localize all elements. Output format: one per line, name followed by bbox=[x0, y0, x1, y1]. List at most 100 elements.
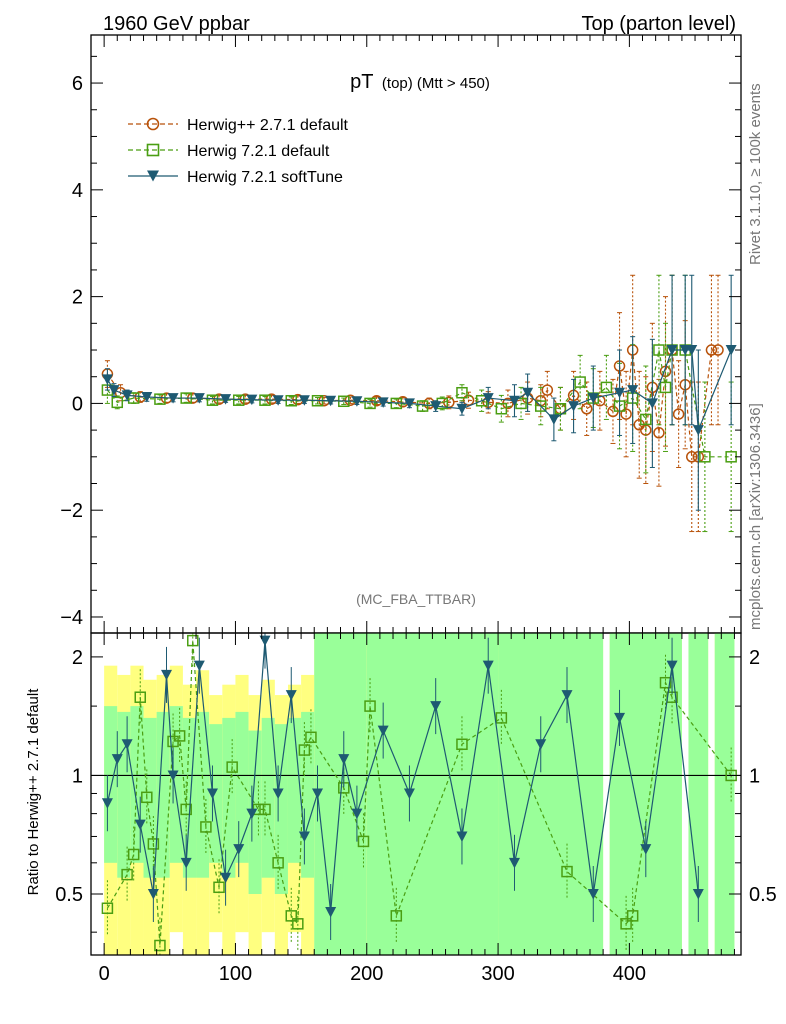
ratio-marker-triangle bbox=[121, 739, 133, 750]
main-marker-triangle bbox=[692, 425, 704, 436]
main-ytick-label: 0 bbox=[72, 393, 83, 415]
main-marker-triangle bbox=[193, 393, 205, 404]
ratio-marker-square bbox=[259, 803, 271, 816]
main-marker-square bbox=[534, 400, 547, 412]
main-marker-square bbox=[475, 394, 488, 407]
ratio-marker-square bbox=[213, 881, 225, 894]
ratio-marker-square bbox=[620, 918, 632, 930]
ratio-ytick-label-left: 1 bbox=[72, 765, 83, 787]
ratio-marker-square bbox=[200, 821, 212, 833]
main-marker-triangle bbox=[167, 393, 179, 404]
ratio-ytick-label-right: 2 bbox=[749, 647, 760, 669]
main-marker-triangle bbox=[587, 393, 599, 404]
ratio-marker-square bbox=[127, 848, 140, 861]
ratio-marker-triangle bbox=[325, 907, 337, 918]
ratio-marker-triangle bbox=[259, 635, 271, 647]
ratio-marker-triangle bbox=[193, 660, 205, 672]
main-plot-layer: −4 −2 0 2 4 6 bbox=[60, 34, 742, 634]
main-marker-square bbox=[640, 413, 652, 426]
ratio-marker-triangle bbox=[587, 888, 599, 900]
legend-label-herwig721: Herwig 7.2.1 default bbox=[187, 143, 330, 160]
ratio-marker-square bbox=[180, 803, 192, 816]
main-marker-triangle bbox=[482, 393, 494, 404]
ratio-marker-triangle bbox=[233, 844, 245, 855]
ratio-marker-triangle bbox=[312, 788, 324, 799]
band-inner bbox=[130, 706, 144, 863]
ratio-ytick-label-right: 0.5 bbox=[749, 884, 777, 906]
ratio-marker-triangle bbox=[403, 788, 415, 799]
main-marker-triangle bbox=[568, 401, 580, 412]
main-marker-square bbox=[364, 397, 376, 410]
ratio-marker-square bbox=[173, 730, 186, 742]
main-marker-square bbox=[699, 451, 711, 463]
ratio-marker-square bbox=[305, 731, 317, 744]
ratio-marker-square bbox=[272, 857, 284, 869]
main-marker-triangle bbox=[508, 395, 520, 407]
main-marker-triangle bbox=[646, 398, 658, 409]
ratio-marker-square bbox=[187, 634, 199, 647]
main-ytick-label: 2 bbox=[72, 287, 83, 309]
band-inner bbox=[169, 706, 183, 863]
main-marker-circle bbox=[686, 451, 698, 463]
ratio-marker-square bbox=[292, 918, 304, 930]
ratio-marker-square bbox=[121, 868, 133, 881]
ratio-marker-triangle bbox=[147, 888, 159, 900]
ratio-marker-triangle bbox=[180, 857, 192, 869]
main-marker-square bbox=[515, 397, 527, 410]
main-ytick-label: 6 bbox=[72, 73, 83, 95]
ratio-marker-square bbox=[141, 791, 153, 804]
main-marker-triangle bbox=[220, 394, 232, 405]
ratio-marker-triangle bbox=[338, 754, 350, 765]
ratio-marker-square bbox=[101, 902, 114, 915]
header-left-label: 1960 GeV ppbar bbox=[103, 13, 250, 35]
main-marker-circle bbox=[705, 344, 718, 356]
legend-label-softtune: Herwig 7.2.1 softTune bbox=[187, 169, 343, 186]
ratio-marker-triangle bbox=[614, 712, 626, 724]
xtick-label: 300 bbox=[481, 963, 514, 985]
ratio-marker-triangle bbox=[640, 844, 652, 855]
band-inner bbox=[104, 706, 118, 863]
main-marker-square bbox=[659, 381, 672, 394]
main-marker-square bbox=[127, 392, 140, 404]
ratio-marker-triangle bbox=[482, 660, 494, 672]
ratio-marker-triangle bbox=[561, 690, 573, 701]
ratio-marker-triangle bbox=[285, 690, 297, 701]
ratio-marker-square bbox=[285, 910, 298, 922]
band-inner bbox=[714, 633, 735, 955]
main-marker-circle bbox=[620, 408, 632, 420]
ratio-ytick-label-right: 1 bbox=[749, 765, 760, 787]
ratio-marker-square bbox=[134, 691, 146, 703]
ratio-marker-triangle bbox=[206, 788, 218, 799]
ratio-marker-triangle bbox=[298, 831, 310, 842]
band-inner bbox=[287, 717, 302, 863]
main-series-softtune bbox=[101, 274, 737, 511]
main-marker-circle bbox=[580, 403, 593, 415]
ratio-marker-triangle bbox=[111, 754, 123, 765]
ratio-marker-square bbox=[147, 838, 160, 850]
main-title-pt: pT bbox=[350, 71, 373, 93]
main-marker-triangle bbox=[108, 385, 120, 396]
main-marker-circle bbox=[541, 384, 554, 396]
ratio-marker-square bbox=[364, 700, 376, 712]
main-marker-triangle bbox=[666, 345, 678, 356]
legend-entry-herwigpp: Herwig++ 2.7.1 default bbox=[128, 117, 349, 134]
main-marker-triangle bbox=[522, 387, 534, 399]
ratio-series-softtune bbox=[101, 633, 704, 941]
ratio-marker-triangle bbox=[101, 798, 113, 809]
main-marker-triangle bbox=[121, 390, 133, 401]
main-ytick-label: −4 bbox=[60, 607, 83, 629]
ratio-marker-triangle bbox=[456, 831, 468, 842]
legend-label-herwigpp: Herwig++ 2.7.1 default bbox=[187, 117, 349, 134]
ratio-marker-triangle bbox=[134, 819, 146, 831]
ratio-series-line bbox=[106, 640, 699, 913]
main-marker-triangle bbox=[430, 401, 442, 412]
ratio-marker-triangle bbox=[535, 739, 547, 750]
ratio-marker-triangle bbox=[161, 669, 173, 681]
main-ytick-label: −2 bbox=[60, 500, 83, 522]
mcplots-label: mcplots.cern.ch [arXiv:1306.3436] bbox=[747, 403, 764, 630]
ratio-marker-square bbox=[298, 744, 311, 756]
main-marker-triangle bbox=[614, 387, 626, 399]
main-marker-circle bbox=[594, 394, 606, 407]
legend-entry-herwig721: Herwig 7.2.1 default bbox=[128, 143, 330, 160]
main-marker-square bbox=[653, 344, 665, 356]
